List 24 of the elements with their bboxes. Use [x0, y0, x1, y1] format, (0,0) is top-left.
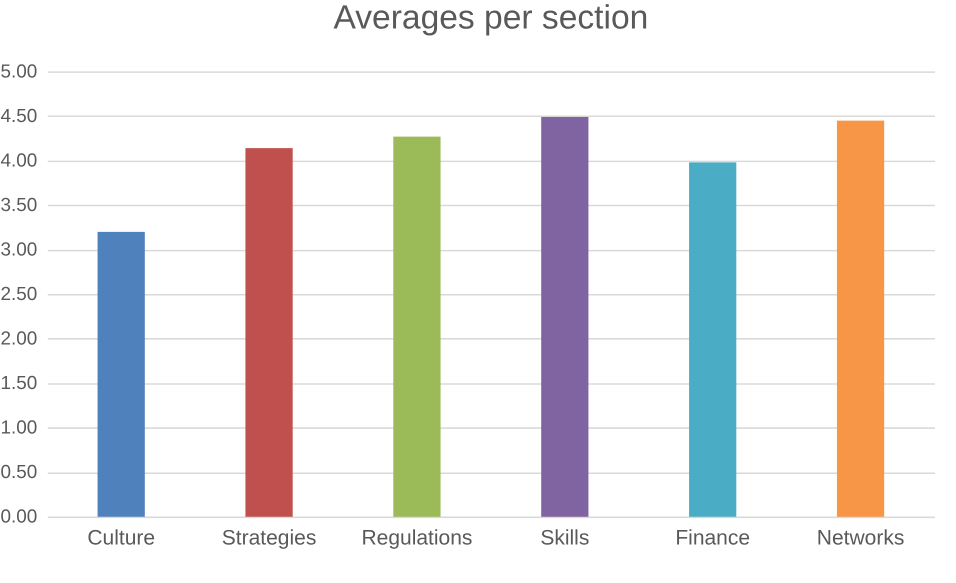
y-tick-label: 1.50 — [0, 373, 38, 394]
x-tick-label: Regulations — [361, 526, 472, 550]
bar — [541, 117, 588, 517]
x-tick-label: Strategies — [222, 526, 316, 550]
chart-title: Averages per section — [333, 0, 648, 37]
bar — [98, 232, 145, 517]
bar — [393, 136, 441, 517]
bar — [836, 120, 884, 517]
x-tick-label: Finance — [675, 526, 750, 550]
x-tick-label: Culture — [87, 526, 156, 550]
x-tick-label: Networks — [816, 526, 904, 550]
y-tick-label: 0.50 — [0, 462, 38, 484]
y-tick-label: 4.50 — [0, 106, 38, 127]
y-tick-label: 2.00 — [0, 328, 38, 350]
bar — [245, 148, 293, 517]
x-tick-label: Skills — [540, 526, 590, 550]
y-tick-label: 1.00 — [0, 418, 38, 439]
y-tick-label: 3.00 — [0, 239, 38, 260]
y-tick-label: 0.00 — [0, 506, 38, 528]
y-tick-label: 4.00 — [0, 150, 38, 172]
y-tick-label: 3.50 — [0, 194, 38, 216]
y-tick-label: 5.00 — [0, 61, 38, 82]
y-tick-label: 2.50 — [0, 284, 38, 305]
bar — [689, 162, 736, 517]
